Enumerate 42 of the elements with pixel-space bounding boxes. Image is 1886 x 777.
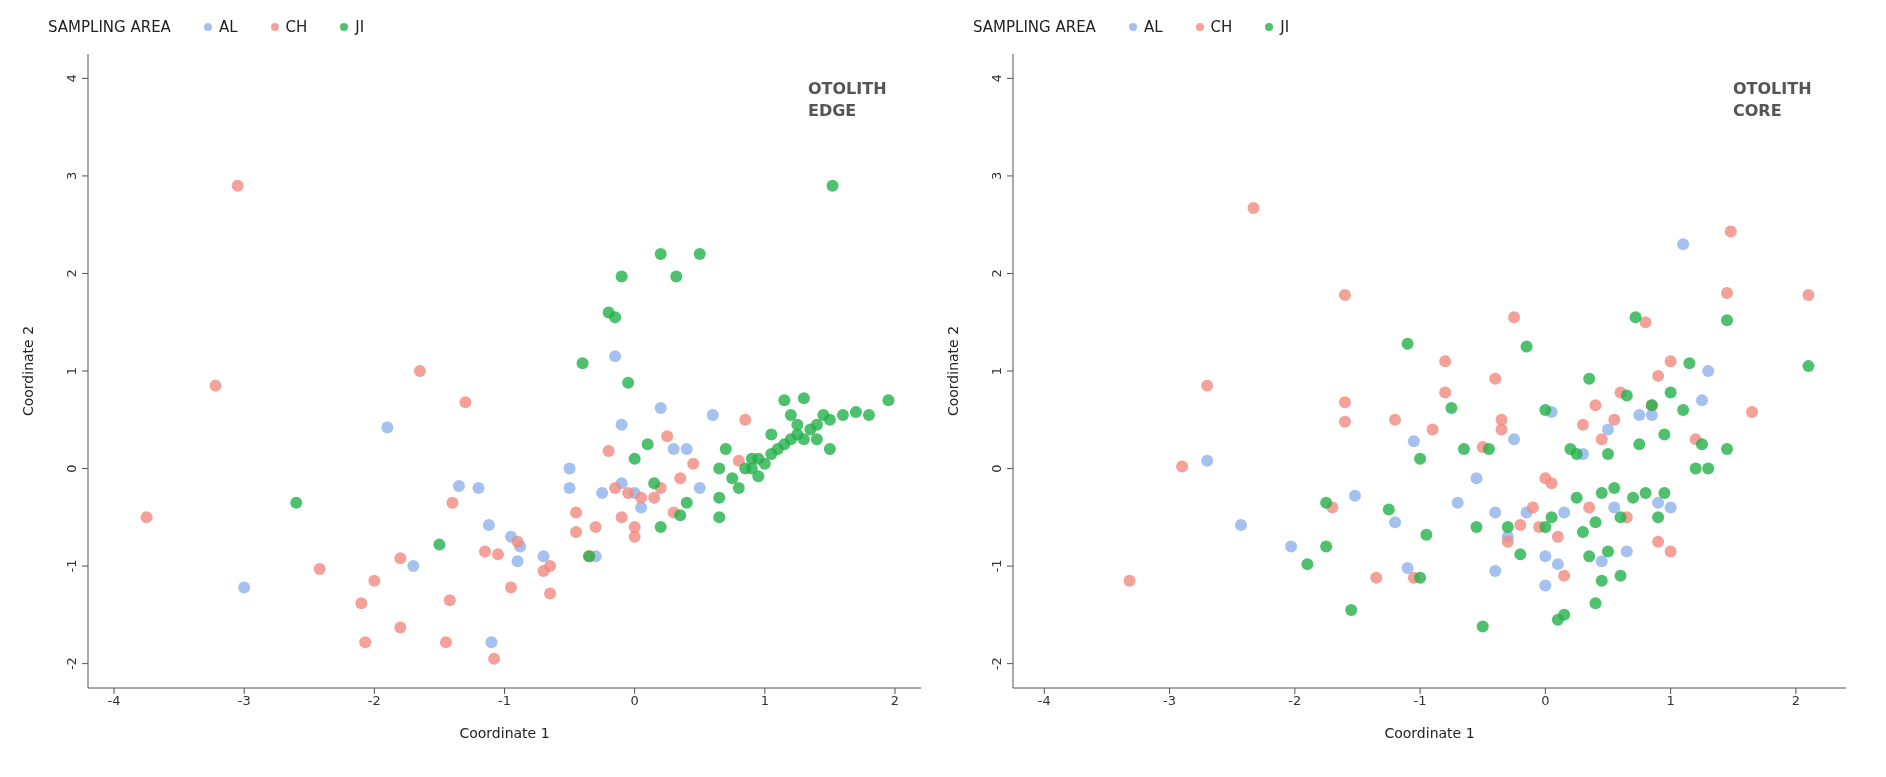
x-tick-label: -3 xyxy=(1163,693,1177,709)
legend-title: SAMPLING AREA xyxy=(48,18,171,36)
y-tick-label: 2 xyxy=(64,269,79,278)
y-tick-label: -1 xyxy=(64,559,79,573)
y-tick-label: 2 xyxy=(989,269,1004,278)
x-tick-label: 0 xyxy=(630,693,639,709)
y-tick-label: 4 xyxy=(64,74,79,83)
x-tick-label: 0 xyxy=(1541,693,1550,709)
legend-title: SAMPLING AREA xyxy=(973,18,1096,36)
y-tick-label: -2 xyxy=(989,657,1004,671)
legend-label: CH xyxy=(285,18,308,36)
y-tick-label: 3 xyxy=(989,171,1004,181)
x-axis-title: Coordinate 1 xyxy=(459,725,550,741)
x-tick-label: -4 xyxy=(1037,693,1051,709)
y-axis-title: Coordinate 2 xyxy=(944,325,961,417)
x-axis-title: Coordinate 1 xyxy=(1384,725,1475,741)
x-tick-label: -4 xyxy=(107,693,121,709)
legend-label: AL xyxy=(1143,18,1163,36)
x-tick-label: -1 xyxy=(1413,693,1427,709)
x-tick-label: 1 xyxy=(760,693,769,709)
y-tick-label: 3 xyxy=(64,171,79,181)
x-tick-label: -2 xyxy=(367,693,381,709)
legend-label: JI xyxy=(355,18,365,36)
y-tick-label: 1 xyxy=(989,366,1004,376)
legend-label: JI xyxy=(1280,18,1290,36)
legend-label: AL xyxy=(218,18,238,36)
x-tick-label: 2 xyxy=(1791,693,1801,709)
x-tick-label: 1 xyxy=(1666,693,1675,709)
y-tick-label: 1 xyxy=(64,366,79,376)
y-tick-label: -1 xyxy=(989,559,1004,573)
x-tick-label: -2 xyxy=(1288,693,1302,709)
y-tick-label: -2 xyxy=(64,657,79,671)
y-tick-label: 0 xyxy=(64,464,79,473)
annotation: OTOLITH CORE xyxy=(1733,78,1813,122)
legend-label: CH xyxy=(1210,18,1233,36)
y-axis-title: Coordinate 2 xyxy=(19,325,36,417)
y-tick-label: 0 xyxy=(989,464,1004,473)
x-tick-label: 2 xyxy=(890,693,900,709)
annotation: OTOLITH EDGE xyxy=(808,78,888,122)
y-tick-label: 4 xyxy=(989,74,1004,83)
x-tick-label: -1 xyxy=(498,693,511,709)
x-tick-label: -3 xyxy=(237,693,251,709)
